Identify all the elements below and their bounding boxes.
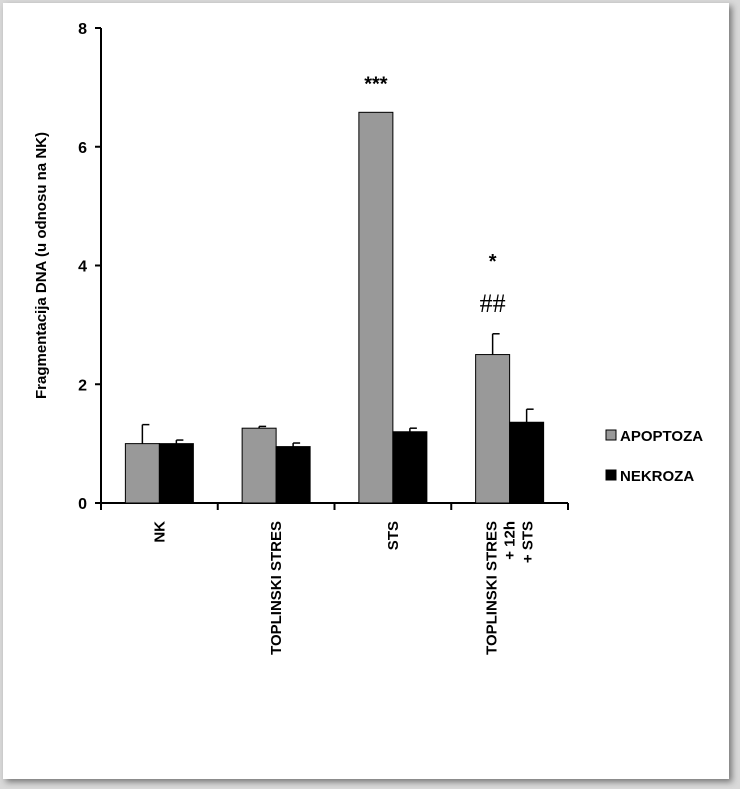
legend-label-nekroza: NEKROZA (620, 468, 694, 485)
x-category-label: + 12h (502, 521, 519, 560)
y-tick-label: 0 (78, 496, 87, 513)
bar-apoptoza-1 (241, 427, 277, 504)
x-category-label: NK (151, 521, 168, 543)
y-tick-label: 8 (78, 21, 87, 38)
x-category-label-group: TOPLINSKI STRES + 12h + STS (484, 521, 537, 655)
x-category-label-group: NK (151, 521, 168, 543)
x-category-label: + STS (520, 521, 537, 563)
bar-apoptoza-2 (358, 111, 394, 504)
bar-nekroza-0 (158, 443, 194, 504)
x-category-label: TOPLINSKI STRES (268, 521, 285, 655)
y-tick-label: 2 (78, 377, 87, 394)
x-category-label-group: TOPLINSKI STRES (268, 521, 285, 655)
bar-apoptoza-3 (475, 354, 511, 504)
x-category-label: STS (385, 521, 402, 550)
legend-label-apoptoza: APOPTOZA (620, 428, 703, 445)
x-category-label-group: STS (385, 521, 402, 550)
legend-swatch-apoptoza (605, 429, 617, 441)
bar-nekroza-2 (392, 431, 428, 504)
y-tick-label: 4 (78, 259, 87, 276)
significance-hash-label: ## (480, 289, 506, 318)
significance-star-label: * (489, 251, 497, 273)
y-axis-title: Fragmentacija DNA (u odnosu na NK) (33, 132, 50, 399)
x-category-label: TOPLINSKI STRES (484, 521, 501, 655)
y-tick-label: 6 (78, 140, 87, 157)
bar-apoptoza-0 (124, 443, 160, 504)
legend-swatch-nekroza (605, 469, 617, 481)
significance-star-label: *** (364, 73, 388, 95)
bar-nekroza-3 (509, 421, 545, 504)
bar-nekroza-1 (275, 446, 311, 504)
